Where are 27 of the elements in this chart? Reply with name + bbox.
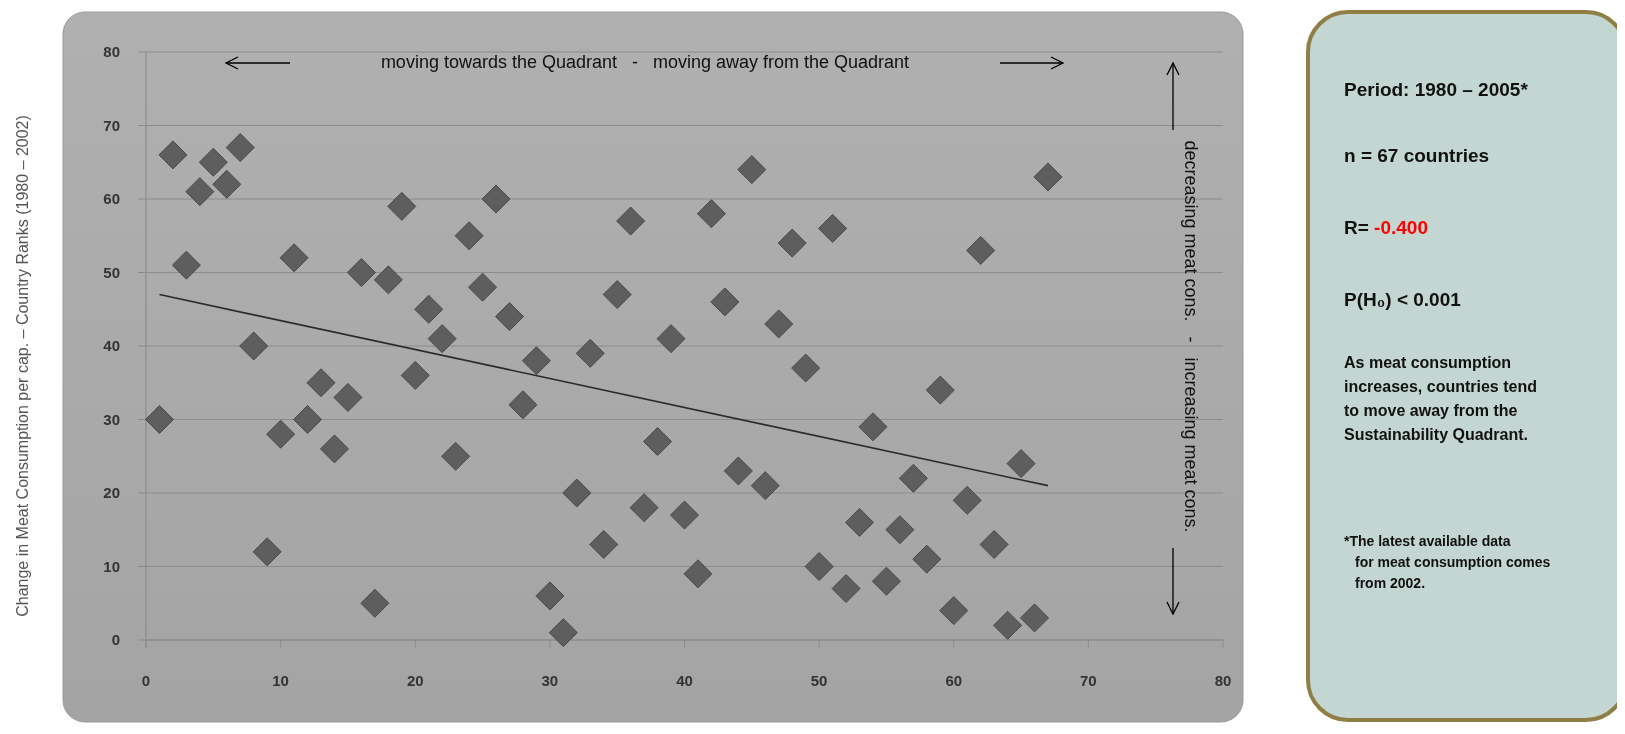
y-axis-title: Change in Meat Consumption per cap. – Country Ranks (1980 – 2002) xyxy=(14,115,31,617)
x-tick-label: 60 xyxy=(945,672,963,689)
y-tick-label: 60 xyxy=(103,190,120,207)
x-tick-label: 0 xyxy=(141,672,151,689)
annotation: decreasing meat cons. - increasing meat cons. xyxy=(1181,140,1201,533)
y-tick-label: 40 xyxy=(103,337,120,354)
x-tick-label: 20 xyxy=(406,672,424,689)
text: n = 67 countries xyxy=(1344,145,1490,166)
x-tick-label: 10 xyxy=(272,672,289,689)
text: R= -0.400 xyxy=(1344,217,1428,238)
y-tick-label: 70 xyxy=(103,116,120,134)
x-tick-label: 40 xyxy=(676,672,693,689)
y-tick-label: 0 xyxy=(111,631,120,648)
y-tick-label: 30 xyxy=(103,410,120,428)
text: As meat consumption increases, countries tend to move away from the Sustainability Quadrant. xyxy=(1344,354,1537,443)
y-tick-label: 80 xyxy=(103,43,120,60)
text: Period: 1980 – 2005* xyxy=(1344,79,1529,100)
y-tick-label: 50 xyxy=(103,263,120,281)
text: P(H₀) < 0.001 xyxy=(1344,289,1462,310)
x-tick-label: 50 xyxy=(810,672,828,689)
annotation: moving towards the Quadrant - moving away from the Quadrant xyxy=(380,52,910,72)
x-tick-label: 30 xyxy=(541,672,559,689)
y-tick-label: 10 xyxy=(103,557,120,575)
x-tick-label: 70 xyxy=(1080,672,1097,689)
text: *The latest available data for meat consumption comes from 2002. xyxy=(1344,533,1551,591)
x-tick-label: 80 xyxy=(1214,672,1232,689)
y-tick-label: 20 xyxy=(103,484,120,501)
